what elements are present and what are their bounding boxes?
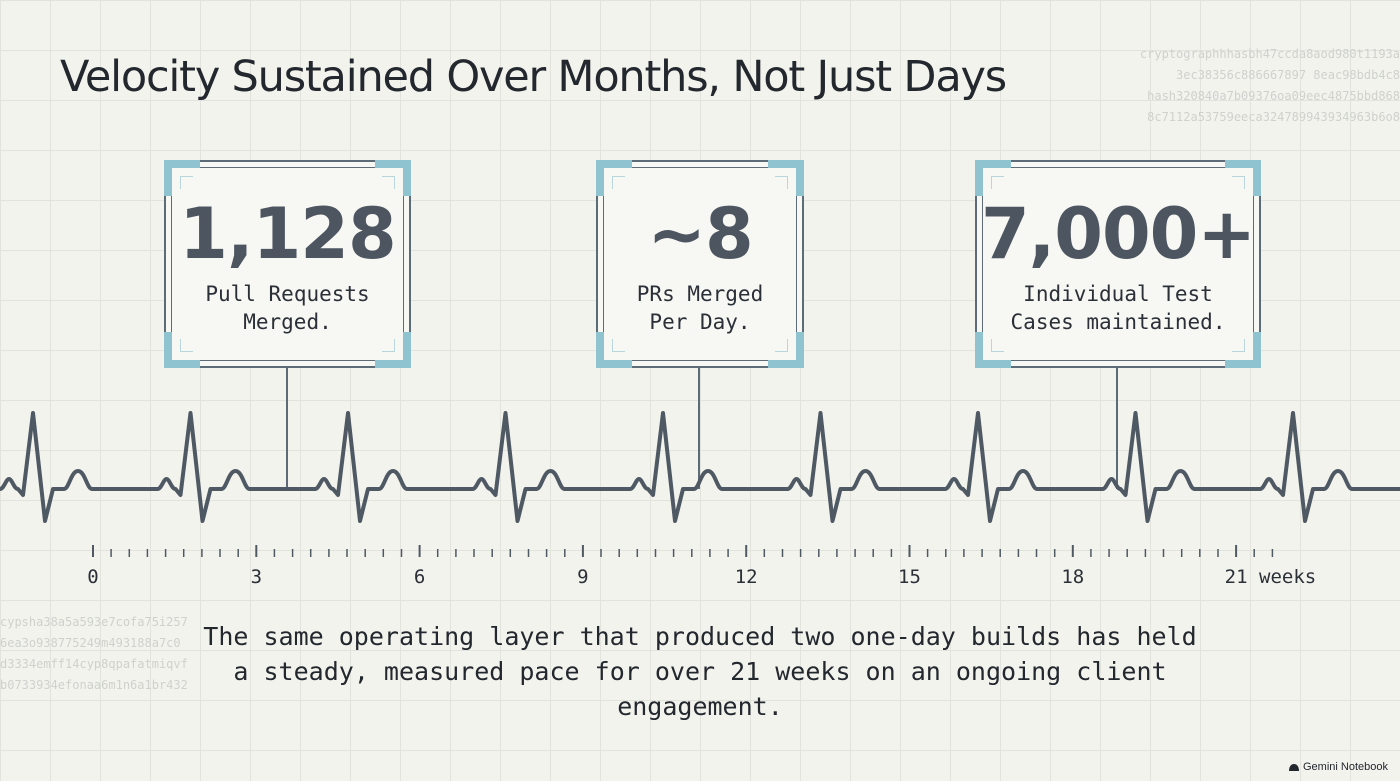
decor-hash-text-bottom-left: cypsha38a5a593e7cofa75i257 6ea3o93877524… bbox=[0, 612, 188, 696]
timeline-tick-label: 0 bbox=[87, 566, 99, 588]
stat-connector-line bbox=[1116, 367, 1118, 489]
decor-hash-line: b0733934efonaa6m1n6a1br432 bbox=[0, 678, 188, 692]
notebook-logo-icon bbox=[1289, 763, 1299, 771]
brand-text: Gemini Notebook bbox=[1303, 761, 1388, 773]
heartbeat-line bbox=[0, 411, 1400, 523]
stat-card-pull-requests: 1,128 Pull Requests Merged. bbox=[164, 160, 411, 368]
stat-label: Pull Requests Merged. bbox=[205, 282, 370, 334]
decor-hash-line: 8c7112a53759eeca324789943934963b6o8 bbox=[1147, 110, 1400, 124]
timeline-tick-label: 15 bbox=[898, 566, 921, 588]
timeline-tick-label: 6 bbox=[413, 566, 426, 588]
stat-value: ~8 bbox=[647, 193, 753, 275]
decor-hash-line: cypsha38a5a593e7cofa75i257 bbox=[0, 615, 188, 629]
stat-card-prs-per-day: ~8 PRs Merged Per Day. bbox=[596, 160, 804, 368]
caption-text: The same operating layer that produced t… bbox=[203, 622, 1197, 721]
stat-label: Individual Test Cases maintained. bbox=[1010, 282, 1226, 334]
heartbeat-timeline bbox=[0, 411, 1400, 557]
slide-title: Velocity Sustained Over Months, Not Just… bbox=[60, 52, 1007, 102]
decor-hash-line: 3ec38356c886667897 8eac98bdb4c8 bbox=[1176, 68, 1400, 82]
timeline-tick-label: 9 bbox=[577, 566, 589, 588]
stat-card-test-cases: 7,000+ Individual Test Cases maintained. bbox=[975, 160, 1261, 368]
stat-value: 7,000+ bbox=[980, 193, 1256, 275]
timeline-tick-label: 12 bbox=[734, 566, 758, 588]
decor-hash-line: hash320840a7b09376oa09eec4875bbd868 bbox=[1147, 89, 1400, 103]
stat-connector-line bbox=[286, 367, 288, 489]
decor-hash-line: d3334emff14cyp8qpafatmiqvf bbox=[0, 657, 188, 671]
timeline-ticks bbox=[92, 545, 1274, 557]
decor-hash-text-top-right: cryptographhhasbh47ccda8aod980t1193a 3ec… bbox=[1140, 44, 1400, 128]
timeline-tick-label: 3 bbox=[250, 566, 263, 588]
timeline-tick-label: 18 bbox=[1061, 566, 1085, 588]
decor-hash-line: 6ea3o938775249m493188a7c0 bbox=[0, 636, 181, 650]
stat-connector-line bbox=[698, 367, 700, 489]
brand-watermark: Gemini Notebook bbox=[1288, 761, 1388, 773]
stat-label: PRs Merged Per Day. bbox=[636, 282, 764, 334]
stat-value: 1,128 bbox=[179, 193, 396, 275]
timeline-tick-label: 21 bbox=[1224, 566, 1248, 588]
decor-hash-line: cryptographhhasbh47ccda8aod980t1193a bbox=[1139, 47, 1400, 61]
timeline-unit-label: weeks bbox=[1259, 566, 1317, 588]
